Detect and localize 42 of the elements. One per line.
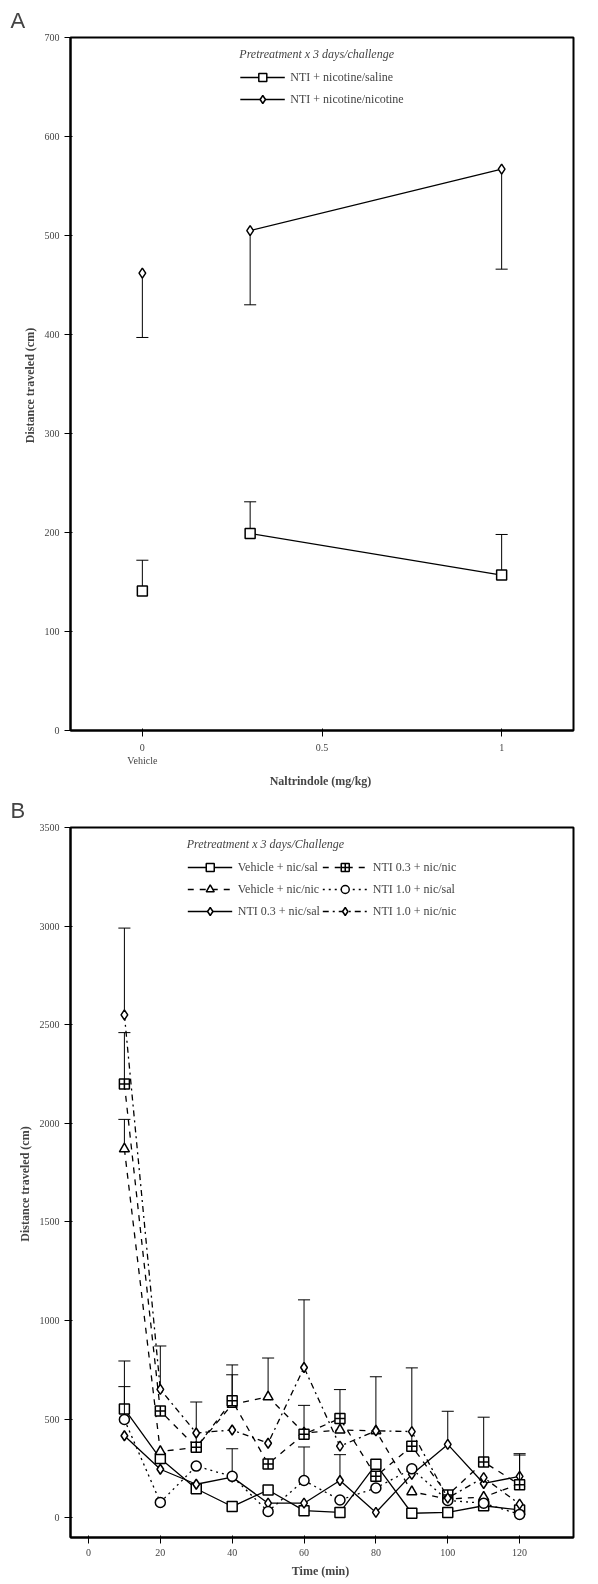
- legend-label: NTI + nicotine/nicotine: [290, 91, 404, 107]
- legend-label: NTI 0.3 + nic/sal: [237, 903, 320, 919]
- y-tick-label: 2500: [39, 1019, 60, 1031]
- legend-title: Pretreatment x 3 days/Challenge: [186, 837, 346, 852]
- y-tick-label: 400: [44, 329, 60, 340]
- y-tick-label: 0: [54, 1512, 60, 1524]
- legend-label: Vehicle + nic/sal: [237, 859, 318, 875]
- y-tick-label: 1000: [39, 1315, 60, 1327]
- legend-label: NTI 1.0 + nic/sal: [372, 881, 455, 897]
- legend-title: Pretreatment x 3 days/challenge: [239, 47, 396, 62]
- y-tick-label: 700: [44, 32, 60, 43]
- y-axis-title: Distance traveled (cm): [22, 327, 37, 444]
- y-tick-label: 300: [44, 428, 60, 439]
- x-tick-label: 100: [440, 1546, 456, 1558]
- y-tick-label: 200: [44, 527, 60, 538]
- x-tick-label: 0 Vehicle: [127, 741, 158, 766]
- text: B: [10, 797, 26, 823]
- y-tick-label: 1500: [39, 1216, 60, 1228]
- y-axis-title: Distance traveled (cm): [17, 1126, 32, 1242]
- x-axis-title: Time (min): [291, 1563, 350, 1578]
- x-axis-title: Naltrindole (mg/kg): [269, 773, 372, 788]
- x-tick-label: 80: [370, 1546, 381, 1558]
- x-tick-label: 1: [499, 741, 505, 753]
- x-tick-label: 40: [227, 1546, 238, 1558]
- x-tick-label: 120: [512, 1546, 528, 1558]
- y-tick-label: 0: [54, 725, 60, 736]
- legend-label: NTI 0.3 + nic/nic: [372, 859, 457, 875]
- y-tick-label: 100: [44, 626, 60, 637]
- x-tick-label: 60: [299, 1546, 310, 1558]
- legend-label: Vehicle + nic/nic: [237, 881, 320, 897]
- x-tick-label: 0.5: [315, 741, 329, 753]
- y-tick-label: 2000: [39, 1117, 60, 1129]
- y-tick-label: 3500: [39, 822, 60, 833]
- x-tick-label: 0: [85, 1546, 91, 1558]
- y-tick-label: 500: [44, 1413, 60, 1425]
- y-tick-label: 600: [44, 131, 60, 142]
- x-tick-label: 20: [155, 1546, 166, 1558]
- text: A: [10, 7, 26, 33]
- y-tick-label: 500: [44, 230, 60, 241]
- legend-label: NTI 1.0 + nic/nic: [372, 903, 457, 919]
- legend-label: NTI + nicotine/saline: [290, 69, 394, 85]
- y-tick-label: 3000: [39, 920, 60, 932]
